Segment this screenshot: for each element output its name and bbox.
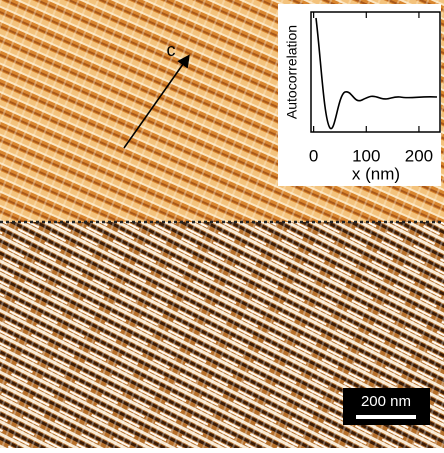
- x-tick-label: 100: [352, 146, 380, 165]
- x-tick-label: 0: [309, 146, 318, 165]
- y-axis-label: Autocorrelation: [284, 25, 300, 119]
- x-tick-label: 200: [405, 146, 433, 165]
- panel-label: c: [167, 40, 176, 60]
- x-axis-label: x (nm): [352, 164, 400, 183]
- scale-bar-label: 200 nm: [361, 393, 411, 410]
- scale-bar: [356, 415, 416, 419]
- figure: c Autocorrelation x (nm) 200 nm 0 100 200: [0, 0, 444, 448]
- page: c Autocorrelation x (nm) 200 nm 0100200 …: [0, 0, 444, 448]
